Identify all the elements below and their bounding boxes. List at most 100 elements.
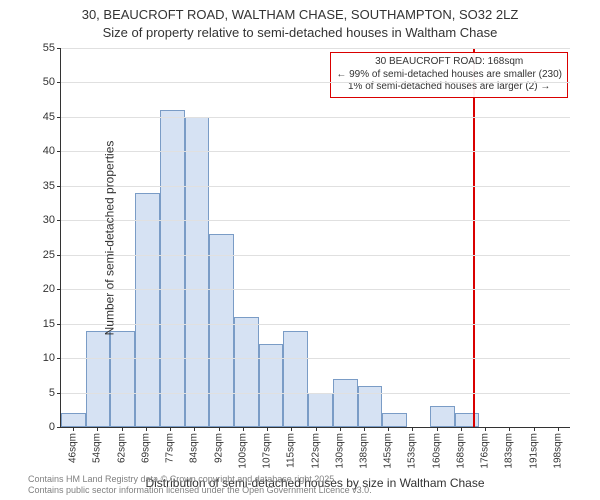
gridline (61, 358, 570, 359)
histogram-bar (308, 393, 333, 427)
xtick-mark (509, 427, 510, 431)
xtick-label: 168sqm (455, 433, 466, 469)
xtick-label: 115sqm (286, 433, 297, 468)
histogram-bar (455, 413, 480, 427)
title-line1: 30, BEAUCROFT ROAD, WALTHAM CHASE, SOUTH… (0, 6, 600, 24)
ytick-label: 20 (43, 283, 55, 295)
xtick-mark (122, 427, 123, 431)
xtick-mark (412, 427, 413, 431)
xtick-mark (73, 427, 74, 431)
ytick-mark (57, 289, 61, 290)
ytick-mark (57, 324, 61, 325)
title-line2: Size of property relative to semi-detach… (0, 24, 600, 42)
bars-container (61, 48, 570, 427)
xtick-label: 145sqm (383, 433, 394, 469)
ytick-mark (57, 393, 61, 394)
histogram-bar (185, 117, 210, 427)
y-axis-label: Number of semi-detached properties (102, 141, 116, 336)
histogram-bar (430, 406, 455, 427)
ytick-label: 55 (43, 42, 55, 54)
gridline (61, 186, 570, 187)
xtick-mark (267, 427, 268, 431)
histogram-bar (382, 413, 407, 427)
xtick-label: 62sqm (116, 433, 127, 463)
annotation-line2: ← 99% of semi-detached houses are smalle… (336, 69, 562, 82)
xtick-label: 100sqm (237, 433, 248, 469)
xtick-label: 191sqm (528, 433, 539, 469)
gridline (61, 117, 570, 118)
gridline (61, 48, 570, 49)
gridline (61, 82, 570, 83)
ytick-mark (57, 255, 61, 256)
ytick-label: 25 (43, 249, 55, 261)
annotation-line1: 30 BEAUCROFT ROAD: 168sqm (336, 56, 562, 69)
xtick-label: 160sqm (431, 433, 442, 469)
gridline (61, 220, 570, 221)
ytick-label: 0 (49, 421, 55, 433)
histogram-bar (61, 413, 86, 427)
histogram-bar (234, 317, 259, 427)
xtick-mark (340, 427, 341, 431)
annotation-box: 30 BEAUCROFT ROAD: 168sqm ← 99% of semi-… (330, 52, 568, 98)
xtick-mark (461, 427, 462, 431)
ytick-label: 50 (43, 76, 55, 88)
xtick-mark (437, 427, 438, 431)
histogram-bar (259, 344, 284, 427)
xtick-label: 92sqm (213, 433, 224, 463)
histogram-bar (333, 379, 358, 427)
histogram-chart: 30 BEAUCROFT ROAD: 168sqm ← 99% of semi-… (60, 48, 570, 428)
ytick-mark (57, 186, 61, 187)
xtick-label: 176sqm (480, 433, 491, 469)
xtick-label: 130sqm (334, 433, 345, 469)
histogram-bar (283, 331, 308, 427)
ytick-mark (57, 220, 61, 221)
gridline (61, 289, 570, 290)
xtick-mark (146, 427, 147, 431)
footer-line2: Contains public sector information licen… (28, 485, 372, 496)
ytick-label: 15 (43, 318, 55, 330)
histogram-bar (86, 331, 111, 427)
gridline (61, 151, 570, 152)
xtick-mark (243, 427, 244, 431)
xtick-mark (558, 427, 559, 431)
xtick-mark (291, 427, 292, 431)
gridline (61, 324, 570, 325)
ytick-label: 30 (43, 214, 55, 226)
xtick-label: 107sqm (262, 433, 273, 469)
xtick-label: 54sqm (92, 433, 103, 463)
xtick-label: 198sqm (552, 433, 563, 469)
xtick-mark (316, 427, 317, 431)
xtick-label: 46sqm (68, 433, 79, 463)
ytick-mark (57, 117, 61, 118)
footer-credits: Contains HM Land Registry data © Crown c… (28, 474, 372, 497)
xtick-mark (534, 427, 535, 431)
xtick-mark (194, 427, 195, 431)
ytick-label: 40 (43, 145, 55, 157)
histogram-bar (209, 234, 234, 427)
xtick-mark (170, 427, 171, 431)
ytick-mark (57, 427, 61, 428)
plot-area: 30 BEAUCROFT ROAD: 168sqm ← 99% of semi-… (60, 48, 570, 428)
ytick-mark (57, 48, 61, 49)
xtick-label: 153sqm (407, 433, 418, 469)
xtick-label: 122sqm (310, 433, 321, 469)
xtick-mark (485, 427, 486, 431)
gridline (61, 255, 570, 256)
histogram-bar (160, 110, 185, 427)
gridline (61, 393, 570, 394)
ytick-label: 45 (43, 111, 55, 123)
ytick-mark (57, 82, 61, 83)
xtick-label: 138sqm (358, 433, 369, 469)
ytick-label: 35 (43, 180, 55, 192)
xtick-mark (97, 427, 98, 431)
footer-line1: Contains HM Land Registry data © Crown c… (28, 474, 372, 485)
xtick-label: 183sqm (504, 433, 515, 469)
ytick-label: 10 (43, 352, 55, 364)
xtick-mark (388, 427, 389, 431)
xtick-mark (364, 427, 365, 431)
histogram-bar (110, 331, 135, 427)
xtick-mark (219, 427, 220, 431)
xtick-label: 77sqm (165, 433, 176, 463)
ytick-label: 5 (49, 387, 55, 399)
xtick-label: 69sqm (140, 433, 151, 463)
